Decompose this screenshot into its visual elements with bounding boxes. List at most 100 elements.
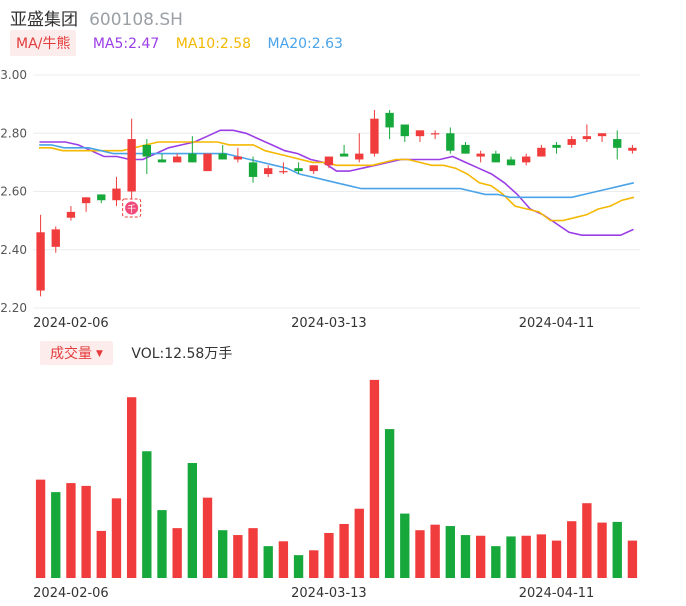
volume-bar <box>187 463 198 578</box>
volume-bar <box>506 536 516 578</box>
candle-body <box>491 153 501 163</box>
volume-bar <box>430 524 440 578</box>
volume-bar <box>324 532 334 578</box>
volume-bar <box>157 510 167 578</box>
volume-bar <box>460 535 471 578</box>
caret-down-icon: ▼ <box>96 349 103 359</box>
candle-body <box>127 139 136 192</box>
volume-bar <box>369 379 380 578</box>
candle-body <box>264 168 273 175</box>
candle <box>127 118 136 204</box>
candle <box>597 133 607 142</box>
bull-signal-glyph: 千 <box>127 204 136 215</box>
ma20-label: MA20:2.63 <box>267 36 343 52</box>
candle-body <box>339 153 349 157</box>
candle <box>582 124 592 142</box>
candle-body <box>279 171 288 173</box>
volume-bar <box>263 546 273 578</box>
candle-body <box>112 188 121 201</box>
candle <box>628 144 637 154</box>
volume-bar <box>309 550 319 578</box>
volume-indicator-dropdown[interactable]: 成交量 ▼ <box>40 341 113 365</box>
candle-body <box>97 194 106 201</box>
candle <box>248 156 258 183</box>
candle-body <box>294 168 303 172</box>
x-tick-label: 2024-03-13 <box>291 316 367 331</box>
candle-body <box>36 232 45 291</box>
candle <box>552 141 561 154</box>
candle-body <box>66 211 76 218</box>
candle <box>476 150 485 163</box>
candle <box>461 141 470 154</box>
ma-toggle-button[interactable]: MA/牛熊 <box>10 30 77 56</box>
candle-body <box>430 133 440 135</box>
candle-body <box>597 133 607 137</box>
stock-name: 亚盛集团 <box>10 10 78 30</box>
volume-bar <box>536 534 547 578</box>
volume-bar <box>400 513 410 578</box>
ma10-label: MA10:2.58 <box>175 36 252 52</box>
volume-bar <box>218 530 228 578</box>
candle-body <box>218 153 227 160</box>
candle <box>66 206 76 221</box>
candle <box>385 109 394 140</box>
candle <box>188 136 197 163</box>
volume-bar <box>445 526 455 578</box>
candle-body <box>172 156 182 163</box>
candle <box>339 144 349 157</box>
volume-bar <box>142 451 152 578</box>
volume-header: 成交量 ▼ VOL:12.58万手 <box>40 341 232 365</box>
volume-bar <box>354 508 364 578</box>
volume-bar <box>491 546 501 578</box>
stock-header: 亚盛集团 600108.SH <box>10 5 183 30</box>
volume-bar <box>126 397 137 578</box>
candle-body <box>188 153 197 163</box>
x-tick-label: 2024-03-13 <box>291 586 367 601</box>
candle <box>172 153 182 163</box>
ma10-line <box>39 141 635 222</box>
x-tick-label: 2024-04-11 <box>519 586 595 601</box>
candle <box>233 147 243 163</box>
candle-body <box>233 156 243 160</box>
y-tick-label: 2.80 <box>0 126 27 140</box>
volume-bar <box>172 528 182 578</box>
volume-bar <box>521 535 531 578</box>
stock-code: 600108.SH <box>89 10 183 30</box>
volume-bar <box>233 535 243 578</box>
candle-body <box>567 139 576 145</box>
x-tick-label: 2024-04-11 <box>519 316 595 331</box>
candle <box>355 133 364 163</box>
volume-bar <box>582 503 592 578</box>
y-tick-label: 2.40 <box>0 243 27 257</box>
x-tick-label: 2024-02-06 <box>33 316 109 331</box>
volume-bar <box>248 528 258 578</box>
y-tick-label: 2.20 <box>0 301 27 315</box>
volume-bar <box>612 521 622 578</box>
candle-body <box>476 153 485 157</box>
volume-bar <box>551 540 562 578</box>
candle-body <box>355 153 364 160</box>
volume-bar <box>475 535 486 578</box>
volume-bar <box>384 429 395 578</box>
y-tick-label: 3.00 <box>0 68 27 82</box>
volume-bar <box>202 497 213 578</box>
candle-body <box>415 130 425 137</box>
candle-body <box>51 229 60 247</box>
candle <box>112 176 121 207</box>
candle <box>567 136 576 148</box>
volume-bar <box>111 498 122 578</box>
candle <box>415 130 425 142</box>
ma20-line <box>39 144 634 199</box>
candle <box>613 130 622 160</box>
candle-body <box>522 156 531 163</box>
volume-bar <box>66 483 76 578</box>
candle <box>36 214 45 297</box>
candle <box>324 156 334 169</box>
candle-body <box>461 144 470 154</box>
candle-body <box>537 147 546 157</box>
volume-bar <box>96 530 106 578</box>
volume-bar <box>35 479 46 578</box>
candle <box>400 124 409 142</box>
candle-body <box>400 124 409 137</box>
